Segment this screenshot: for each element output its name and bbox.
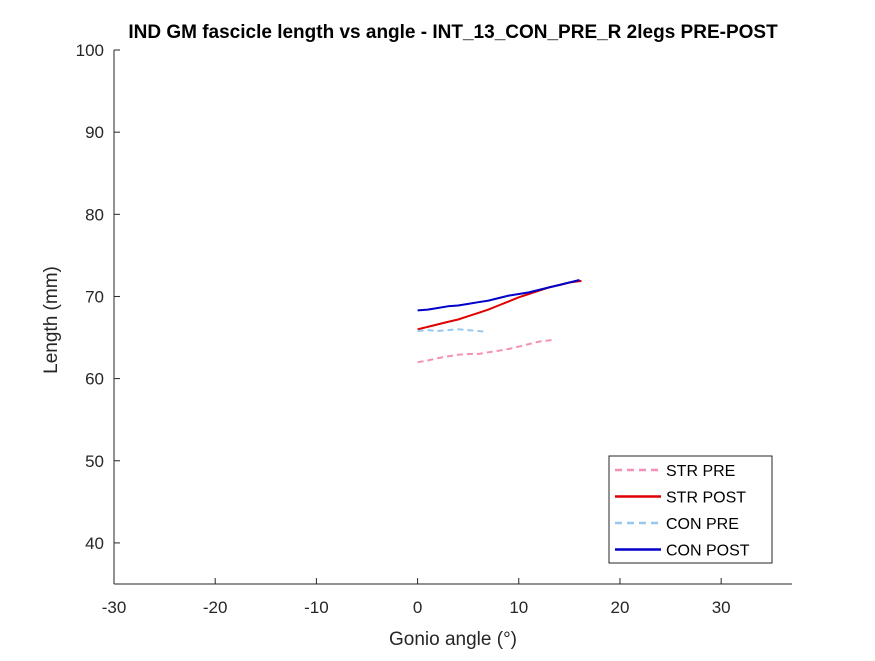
x-tick-label: -10 xyxy=(304,598,329,617)
chart-title: IND GM fascicle length vs angle - INT_13… xyxy=(128,22,778,43)
y-tick-label: 90 xyxy=(85,123,104,142)
series-line-str-post xyxy=(417,279,582,331)
series-line-con-pre xyxy=(417,328,487,333)
x-axis-label: Gonio angle (°) xyxy=(389,629,517,650)
legend: STR PRE STR POST CON PRE CON POST xyxy=(608,455,773,564)
y-tick-label: 70 xyxy=(85,287,104,306)
axes: -30 -20 -10 0 10 20 30 40 50 60 70 80 90 100 xyxy=(76,41,792,617)
y-tick-label: 50 xyxy=(85,452,104,471)
x-tick-label: 30 xyxy=(712,598,731,617)
y-tick-label: 60 xyxy=(85,370,104,389)
legend-label: CON PRE xyxy=(666,516,739,533)
x-tick-label: -20 xyxy=(203,598,228,617)
y-tick-label: 100 xyxy=(76,41,104,60)
series-layer xyxy=(417,279,582,364)
legend-label: STR PRE xyxy=(666,463,735,480)
legend-box xyxy=(608,455,773,564)
y-tick-label: 80 xyxy=(85,205,104,224)
y-axis-label: Length (mm) xyxy=(41,266,62,374)
x-tick-label: 0 xyxy=(413,598,422,617)
legend-label: STR POST xyxy=(666,490,746,507)
legend-label: CON POST xyxy=(666,543,750,560)
series-line-str-pre xyxy=(417,339,553,364)
y-tick-label: 40 xyxy=(85,534,104,553)
x-tick-label: 10 xyxy=(509,598,528,617)
series-line-con-post xyxy=(417,279,580,312)
x-tick-label: -30 xyxy=(102,598,127,617)
x-tick-label: 20 xyxy=(611,598,630,617)
